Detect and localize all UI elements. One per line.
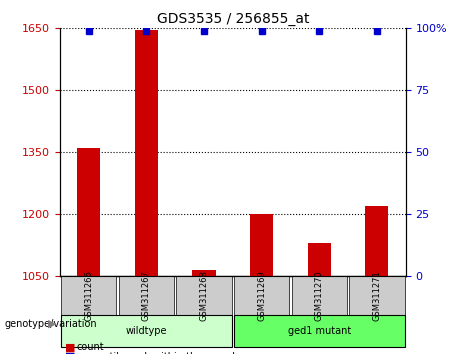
Text: ■: ■ <box>65 352 75 354</box>
FancyBboxPatch shape <box>234 315 405 347</box>
Text: wildtype: wildtype <box>125 326 167 336</box>
FancyBboxPatch shape <box>118 276 174 315</box>
FancyBboxPatch shape <box>176 276 231 315</box>
Text: GSM311267: GSM311267 <box>142 270 151 321</box>
Text: genotype/variation: genotype/variation <box>5 319 97 329</box>
Bar <box>250 214 273 276</box>
Text: count: count <box>76 342 104 352</box>
FancyBboxPatch shape <box>349 276 405 315</box>
FancyBboxPatch shape <box>291 276 347 315</box>
Bar <box>135 30 158 276</box>
Bar <box>77 148 100 276</box>
Title: GDS3535 / 256855_at: GDS3535 / 256855_at <box>157 12 309 26</box>
Text: GSM311268: GSM311268 <box>200 270 208 321</box>
Text: GSM311266: GSM311266 <box>84 270 93 321</box>
Text: ▶: ▶ <box>48 319 57 329</box>
FancyBboxPatch shape <box>61 276 116 315</box>
FancyBboxPatch shape <box>234 276 290 315</box>
Bar <box>308 243 331 276</box>
Text: percentile rank within the sample: percentile rank within the sample <box>76 352 241 354</box>
Text: ged1 mutant: ged1 mutant <box>288 326 351 336</box>
Text: GSM311271: GSM311271 <box>372 270 381 321</box>
Text: ■: ■ <box>65 342 75 352</box>
Bar <box>365 206 388 276</box>
FancyBboxPatch shape <box>61 315 231 347</box>
Text: GSM311270: GSM311270 <box>315 270 324 321</box>
Bar <box>193 270 216 276</box>
Text: GSM311269: GSM311269 <box>257 270 266 321</box>
